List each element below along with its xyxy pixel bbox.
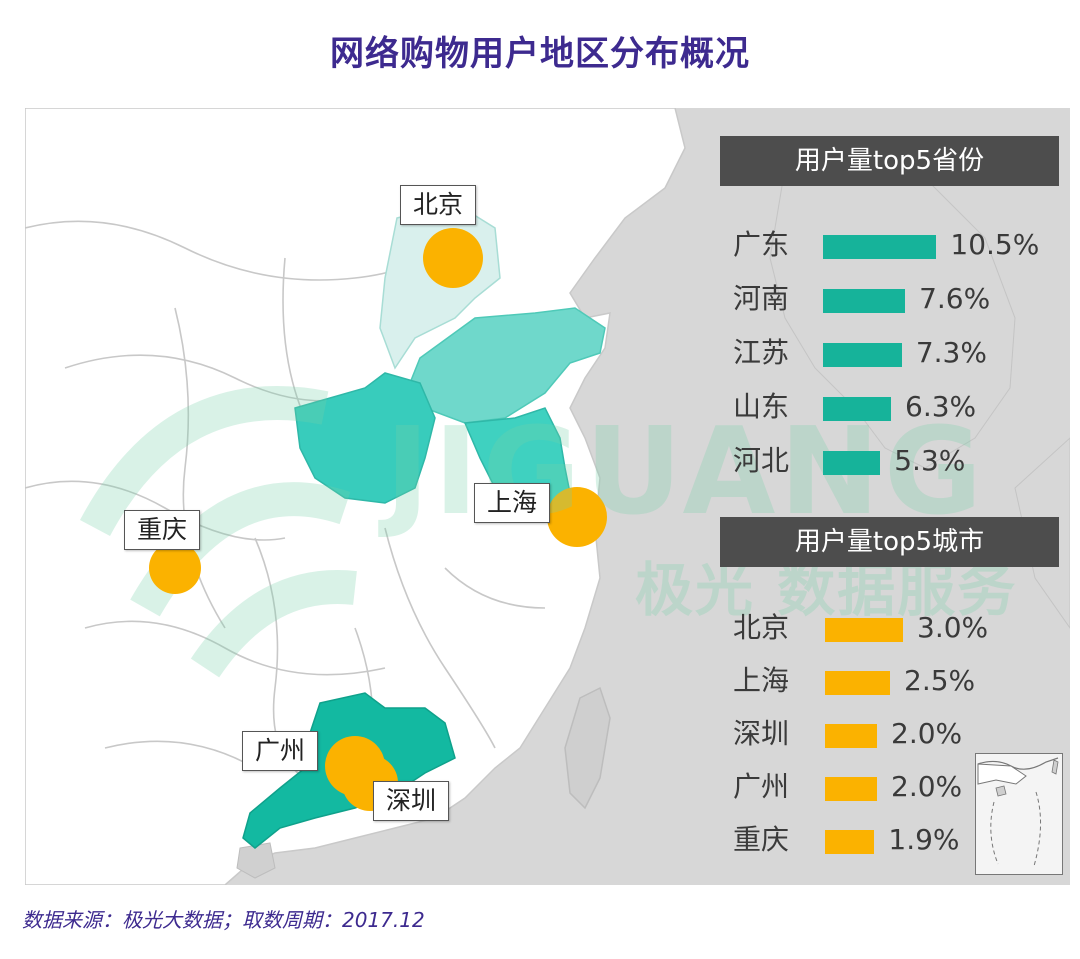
- city-bar: [825, 618, 903, 642]
- province-bar: [823, 397, 892, 421]
- taiwan-island: [564, 686, 611, 810]
- inset-dash-line: [990, 791, 1042, 867]
- city-row: 上海 2.5%: [733, 661, 1073, 701]
- marker-shanghai: [547, 487, 607, 547]
- city-row: 广州 2.0%: [733, 767, 1073, 807]
- province-row: 河北 5.3%: [733, 441, 1073, 481]
- province-row: 江苏 7.3%: [733, 333, 1073, 373]
- province-row: 山东 6.3%: [733, 387, 1073, 427]
- city-value: 1.9%: [888, 823, 960, 856]
- map-label-chongqing: 重庆: [124, 510, 201, 550]
- province-name: 山东: [733, 390, 790, 423]
- city-name: 广州: [733, 770, 790, 803]
- city-row: 重庆 1.9%: [733, 820, 1073, 860]
- map-label-shenzhen: 深圳: [373, 781, 450, 821]
- province-bar: [823, 289, 906, 313]
- south-china-sea-inset: [975, 753, 1063, 875]
- city-row: 深圳 2.0%: [733, 714, 1073, 754]
- province-bar: [823, 235, 937, 259]
- city-value: 2.5%: [904, 664, 976, 697]
- province-value: 10.5%: [950, 228, 1040, 261]
- map-label-shanghai: 上海: [474, 483, 551, 523]
- province-row: 河南 7.6%: [733, 279, 1073, 319]
- province-value: 6.3%: [905, 390, 977, 423]
- province-bar: [823, 451, 881, 475]
- city-value: 3.0%: [917, 611, 989, 644]
- city-value: 2.0%: [891, 770, 963, 803]
- inset-land: [977, 763, 1027, 785]
- province-name: 江苏: [733, 336, 790, 369]
- provinces-panel-header: 用户量top5省份: [720, 136, 1059, 186]
- province-value: 7.3%: [915, 336, 987, 369]
- province-value: 7.6%: [919, 282, 991, 315]
- map-label-guangzhou: 广州: [242, 731, 319, 771]
- province-name: 河南: [733, 282, 790, 315]
- province-bar: [823, 343, 902, 367]
- hainan-island: [236, 842, 276, 879]
- city-bar: [825, 777, 877, 801]
- inset-island: [995, 785, 1007, 797]
- inset-taiwan: [1051, 759, 1059, 775]
- city-row: 北京 3.0%: [733, 608, 1073, 648]
- city-name: 重庆: [733, 823, 790, 856]
- cities-panel-header: 用户量top5城市: [720, 517, 1059, 567]
- city-name: 北京: [733, 611, 790, 644]
- page-title: 网络购物用户地区分布概况: [330, 34, 750, 74]
- map-svg: [25, 108, 1070, 885]
- province-name: 广东: [733, 228, 790, 261]
- region-henan: [294, 372, 436, 504]
- city-bar: [825, 671, 890, 695]
- city-name: 上海: [733, 664, 790, 697]
- city-name: 深圳: [733, 717, 790, 750]
- province-name: 河北: [733, 444, 790, 477]
- marker-beijing: [423, 228, 483, 288]
- province-row: 广东 10.5%: [733, 225, 1073, 265]
- data-source-footer: 数据来源：极光大数据；取数周期：2017.12: [22, 908, 425, 932]
- city-bar: [825, 830, 875, 854]
- province-value: 5.3%: [894, 444, 966, 477]
- marker-chongqing: [149, 542, 201, 594]
- inset-svg: [977, 757, 1059, 867]
- city-value: 2.0%: [891, 717, 963, 750]
- city-bar: [825, 724, 877, 748]
- map-label-beijing: 北京: [400, 185, 477, 225]
